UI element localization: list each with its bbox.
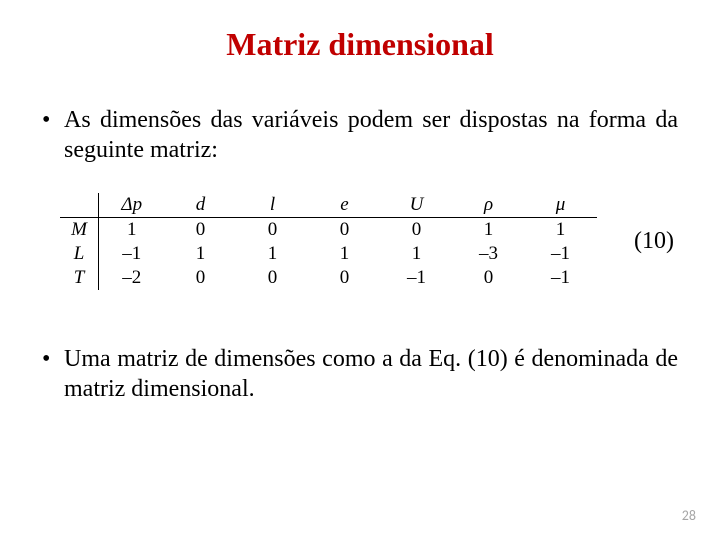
table-cell: 0 xyxy=(309,266,381,290)
equation-number: (10) xyxy=(634,228,678,255)
table-col-header: μ xyxy=(525,193,597,218)
table-row: M 1 0 0 0 0 1 1 xyxy=(60,218,597,243)
table-cell: 0 xyxy=(237,218,309,243)
table-cell: 0 xyxy=(381,218,453,243)
table-cell: –1 xyxy=(381,266,453,290)
table-col-header: U xyxy=(381,193,453,218)
bullet-1-text: As dimensões das variáveis podem ser dis… xyxy=(64,105,678,165)
table-cell: 1 xyxy=(525,218,597,243)
table-col-header: ρ xyxy=(453,193,525,218)
table-col-header: l xyxy=(237,193,309,218)
table-row-label: L xyxy=(60,242,99,266)
table-cell: –2 xyxy=(99,266,165,290)
table-cell: 0 xyxy=(453,266,525,290)
table-cell: –1 xyxy=(525,242,597,266)
table-row: L –1 1 1 1 1 –3 –1 xyxy=(60,242,597,266)
table-header-row: Δp d l e U ρ μ xyxy=(60,193,597,218)
bullet-dot-icon: • xyxy=(42,105,64,165)
table-cell: –1 xyxy=(99,242,165,266)
table-cell: –3 xyxy=(453,242,525,266)
table-cell: 1 xyxy=(99,218,165,243)
table-col-header: e xyxy=(309,193,381,218)
table-cell: 0 xyxy=(165,266,237,290)
table-corner-cell xyxy=(60,193,99,218)
bullet-1: • As dimensões das variáveis podem ser d… xyxy=(42,105,678,165)
page-number: 28 xyxy=(682,507,696,524)
dimensional-matrix-table: Δp d l e U ρ μ M 1 0 0 0 0 1 xyxy=(60,193,597,290)
slide-title: Matriz dimensional xyxy=(42,26,678,63)
table-cell: 0 xyxy=(237,266,309,290)
table-row-label: T xyxy=(60,266,99,290)
bullet-2: • Uma matriz de dimensões como a da Eq. … xyxy=(42,344,678,404)
table-cell: 1 xyxy=(309,242,381,266)
dimensional-matrix-row: Δp d l e U ρ μ M 1 0 0 0 0 1 xyxy=(42,193,678,290)
table-col-header: d xyxy=(165,193,237,218)
table-cell: 0 xyxy=(309,218,381,243)
table-row: T –2 0 0 0 –1 0 –1 xyxy=(60,266,597,290)
table-cell: 1 xyxy=(381,242,453,266)
table-cell: 0 xyxy=(165,218,237,243)
table-cell: 1 xyxy=(165,242,237,266)
bullet-dot-icon: • xyxy=(42,344,64,404)
table-cell: 1 xyxy=(453,218,525,243)
table-cell: –1 xyxy=(525,266,597,290)
table-col-header: Δp xyxy=(99,193,165,218)
bullet-2-text: Uma matriz de dimensões como a da Eq. (1… xyxy=(64,344,678,404)
table-cell: 1 xyxy=(237,242,309,266)
slide: Matriz dimensional • As dimensões das va… xyxy=(0,0,720,540)
table-row-label: M xyxy=(60,218,99,243)
